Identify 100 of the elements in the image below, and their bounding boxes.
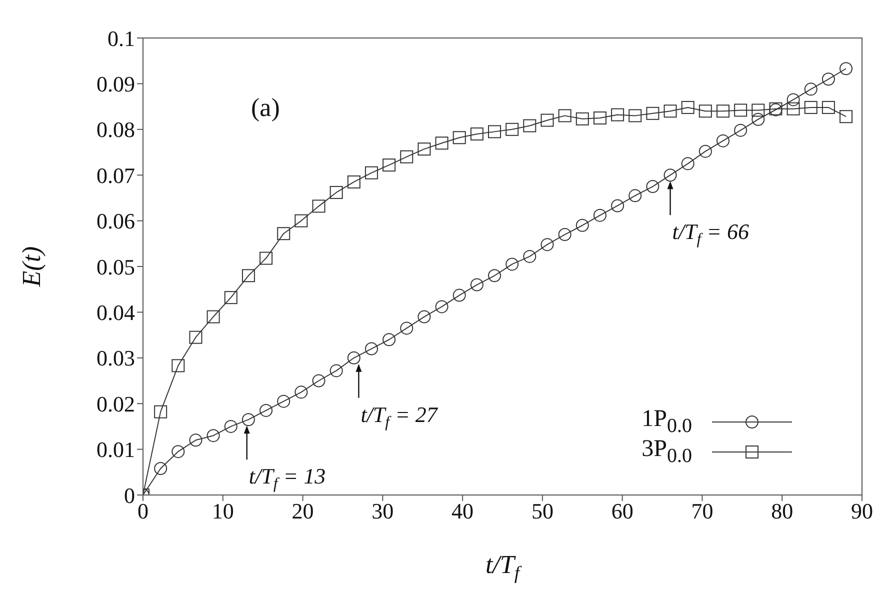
point	[206, 310, 220, 324]
point	[840, 62, 853, 76]
point	[260, 252, 273, 265]
point	[716, 134, 730, 148]
point	[628, 109, 642, 122]
legend-label: 1P$_{0.0}$	[640, 406, 692, 438]
y-tick-label: 0.09	[96, 72, 135, 97]
point	[840, 110, 853, 124]
point	[558, 228, 572, 242]
y-axis-title: E(t)	[17, 246, 46, 288]
point	[664, 168, 677, 182]
y-tick-label: 0.06	[96, 208, 135, 234]
point	[611, 108, 624, 122]
point	[294, 386, 308, 399]
point	[330, 186, 343, 199]
point	[470, 127, 484, 140]
point	[418, 310, 431, 324]
point	[189, 434, 202, 447]
point	[734, 124, 748, 137]
point	[242, 413, 255, 426]
y-tick-label: 0.04	[96, 300, 135, 326]
point	[681, 157, 694, 170]
point	[330, 364, 343, 378]
point	[242, 269, 255, 282]
point	[611, 199, 624, 212]
point	[488, 125, 502, 138]
x-tick-label: 40	[452, 498, 474, 524]
point	[752, 112, 765, 126]
y-tick-label: 0.05	[96, 254, 135, 280]
x-tick-label: 80	[771, 498, 794, 524]
point	[364, 342, 378, 356]
point	[364, 166, 378, 180]
point	[804, 100, 818, 114]
y-tick-label: 0	[124, 482, 135, 508]
point	[277, 227, 290, 240]
point	[452, 131, 466, 144]
x-tick-label: 70	[691, 498, 714, 524]
point	[646, 180, 660, 194]
annotation: t/T$_{f}$ = 27	[360, 402, 438, 431]
point	[189, 330, 202, 344]
point	[294, 214, 308, 228]
point	[435, 300, 448, 314]
point	[752, 104, 765, 117]
y-tick-label: 0.03	[96, 346, 135, 371]
point	[224, 291, 238, 304]
point	[277, 394, 290, 408]
x-tick-label: 50	[531, 498, 554, 524]
point	[804, 82, 818, 96]
point	[172, 445, 185, 458]
point	[786, 93, 800, 106]
point	[646, 106, 660, 120]
y-tick-label: 0.1	[108, 26, 135, 51]
point	[154, 405, 168, 418]
point	[576, 112, 589, 126]
x-tick-label: 60	[611, 498, 634, 524]
point	[172, 359, 185, 372]
point	[822, 100, 835, 114]
point	[452, 288, 466, 302]
y-tick-label: 0.08	[96, 117, 135, 142]
point	[506, 258, 519, 271]
point	[418, 142, 431, 156]
point	[540, 238, 554, 252]
point	[470, 278, 484, 292]
point	[260, 404, 273, 417]
point	[312, 374, 326, 388]
point	[628, 189, 642, 202]
point	[154, 462, 168, 475]
annotation: t/T$_{f}$ = 13	[248, 464, 326, 492]
point	[523, 119, 536, 132]
point	[540, 114, 554, 127]
point	[506, 122, 519, 136]
point	[206, 429, 220, 442]
point	[382, 158, 396, 172]
point	[786, 102, 800, 116]
point	[558, 109, 572, 122]
annotation: (a)	[251, 93, 280, 122]
x-tick-label: 20	[292, 498, 314, 524]
point	[312, 200, 326, 213]
annotation: t/T$_{f}$ = 66	[672, 219, 749, 248]
point	[523, 250, 536, 263]
point	[347, 351, 360, 364]
point	[382, 333, 396, 346]
y-tick-label: 0.07	[96, 162, 135, 188]
x-tick-label: 10	[212, 498, 234, 524]
legend-label: 3P$_{0.0}$	[640, 436, 692, 468]
x-tick-label: 30	[372, 498, 394, 524]
point	[593, 111, 606, 124]
point	[822, 72, 835, 86]
point	[716, 104, 730, 118]
point	[400, 150, 414, 164]
point	[400, 322, 414, 335]
point	[593, 208, 606, 222]
x-axis-title: t/T$_{f}$	[485, 550, 522, 584]
point	[698, 104, 712, 118]
x-tick-label: 90	[851, 498, 873, 524]
point	[488, 269, 502, 282]
point	[681, 100, 694, 114]
y-tick-label: 0.02	[96, 391, 135, 416]
point	[224, 420, 238, 433]
point	[576, 218, 589, 232]
